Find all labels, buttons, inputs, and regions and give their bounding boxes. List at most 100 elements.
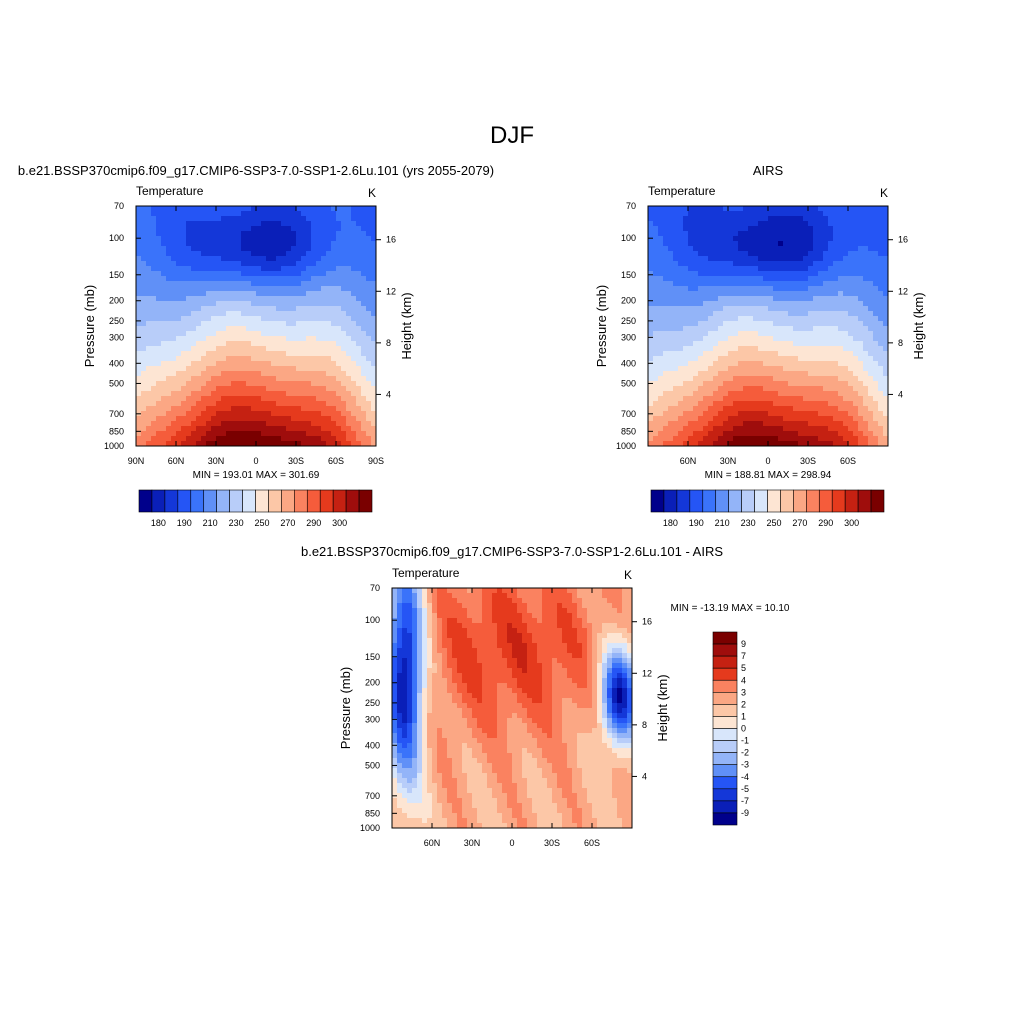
contour-cell [848,211,854,217]
contour-cell [833,361,839,367]
contour-cell [266,381,272,387]
contour-cell [673,351,679,357]
x-tick-label: 90S [368,456,384,466]
contour-cell [693,296,699,302]
contour-cell [853,331,859,337]
colorbar-label: 180 [151,518,166,528]
contour-cell [361,251,367,257]
contour-cell [673,366,679,372]
contour-cell [226,281,232,287]
contour-cell [803,241,809,247]
contour-cell [281,231,287,237]
contour-cell [868,396,874,402]
contour-cell [251,421,257,427]
contour-cell [663,416,669,422]
contour-cell [141,241,147,247]
contour-cell [397,743,403,749]
contour-cell [843,346,849,352]
contour-cell [658,411,664,417]
contour-cell [146,436,152,442]
contour-cell [336,351,342,357]
contour-cell [296,431,302,437]
contour-cell [336,406,342,412]
contour-cell [853,291,859,297]
contour-cell [778,346,784,352]
contour-cell [141,416,147,422]
contour-cell [256,371,262,377]
contour-cell [673,391,679,397]
contour-cell [236,321,242,327]
contour-cell [753,396,759,402]
contour-cell [211,311,217,317]
contour-cell [331,436,337,442]
contour-cell [351,211,357,217]
contour-cell [146,286,152,292]
contour-cell [161,426,167,432]
contour-cell [351,426,357,432]
contour-cell [723,376,729,382]
contour-cell [397,808,403,814]
contour-cell [236,286,242,292]
contour-cell [773,391,779,397]
contour-cell [753,281,759,287]
contour-cell [833,276,839,282]
contour-cell [708,391,714,397]
contour-cell [316,401,322,407]
contour-cell [241,401,247,407]
contour-cell [216,276,222,282]
contour-cell [226,336,232,342]
contour-cell [346,326,352,332]
contour-cell [246,361,252,367]
contour-cell [321,366,327,372]
contour-cell [728,411,734,417]
contour-cell [838,406,844,412]
contour-cell [763,401,769,407]
contour-cell [823,326,829,332]
contour-cell [668,361,674,367]
contour-cell [793,361,799,367]
contour-cell [858,266,864,272]
contour-cell [171,376,177,382]
colorbar-box [281,490,294,512]
contour-cell [156,371,162,377]
contour-cell [758,276,764,282]
contour-cell [402,643,408,649]
contour-cell [166,396,172,402]
contour-cell [668,256,674,262]
contour-cell [156,266,162,272]
contour-cell [673,286,679,292]
contour-cell [748,216,754,222]
contour-cell [713,286,719,292]
contour-cell [828,396,834,402]
contour-cell [146,271,152,277]
contour-cell [402,628,408,634]
contour-cell [703,286,709,292]
contour-cell [216,306,222,312]
contour-cell [392,753,398,759]
contour-cell [196,381,202,387]
contour-cell [271,256,277,262]
contour-cell [246,221,252,227]
contour-cell [361,406,367,412]
contour-cell [838,336,844,342]
contour-cell [658,356,664,362]
contour-cell [828,291,834,297]
contour-cell [171,426,177,432]
contour-cell [788,376,794,382]
contour-cell [146,331,152,337]
contour-cell [356,231,362,237]
contour-cell [803,226,809,232]
contour-cell [316,251,322,257]
contour-cell [301,296,307,302]
contour-cell [863,291,869,297]
contour-cell [673,316,679,322]
contour-cell [828,386,834,392]
contour-cell [743,216,749,222]
colorbar-label: 230 [229,518,244,528]
contour-cell [823,341,829,347]
contour-cell [407,773,413,779]
contour-cell [156,311,162,317]
contour-cell [753,391,759,397]
contour-cell [151,231,157,237]
